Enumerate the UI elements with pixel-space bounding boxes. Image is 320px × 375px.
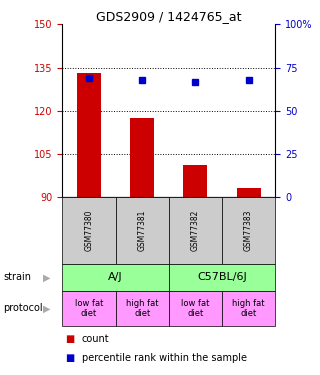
Text: low fat
diet: low fat diet: [75, 299, 103, 318]
FancyBboxPatch shape: [169, 291, 222, 326]
FancyBboxPatch shape: [62, 264, 169, 291]
Text: low fat
diet: low fat diet: [181, 299, 210, 318]
Text: strain: strain: [3, 273, 31, 282]
Text: A/J: A/J: [108, 273, 123, 282]
Text: ■: ■: [66, 334, 75, 344]
Bar: [236, 188, 260, 197]
Text: ■: ■: [66, 353, 75, 363]
Text: GSM77381: GSM77381: [138, 210, 147, 251]
Text: high fat
diet: high fat diet: [232, 299, 265, 318]
Text: count: count: [82, 334, 109, 344]
Text: ▶: ▶: [43, 273, 50, 282]
Text: protocol: protocol: [3, 303, 43, 313]
Text: GSM77382: GSM77382: [191, 210, 200, 251]
Text: C57BL/6J: C57BL/6J: [197, 273, 247, 282]
FancyBboxPatch shape: [62, 197, 116, 264]
Bar: [130, 118, 154, 197]
FancyBboxPatch shape: [116, 291, 169, 326]
Text: high fat
diet: high fat diet: [126, 299, 158, 318]
FancyBboxPatch shape: [169, 197, 222, 264]
Text: percentile rank within the sample: percentile rank within the sample: [82, 353, 247, 363]
Title: GDS2909 / 1424765_at: GDS2909 / 1424765_at: [96, 10, 242, 23]
FancyBboxPatch shape: [116, 197, 169, 264]
FancyBboxPatch shape: [62, 291, 116, 326]
FancyBboxPatch shape: [222, 197, 275, 264]
Text: GSM77380: GSM77380: [84, 210, 93, 251]
Bar: [77, 73, 101, 197]
FancyBboxPatch shape: [169, 264, 275, 291]
Text: ▶: ▶: [43, 303, 50, 313]
Text: GSM77383: GSM77383: [244, 210, 253, 251]
Bar: [183, 165, 207, 197]
FancyBboxPatch shape: [222, 291, 275, 326]
